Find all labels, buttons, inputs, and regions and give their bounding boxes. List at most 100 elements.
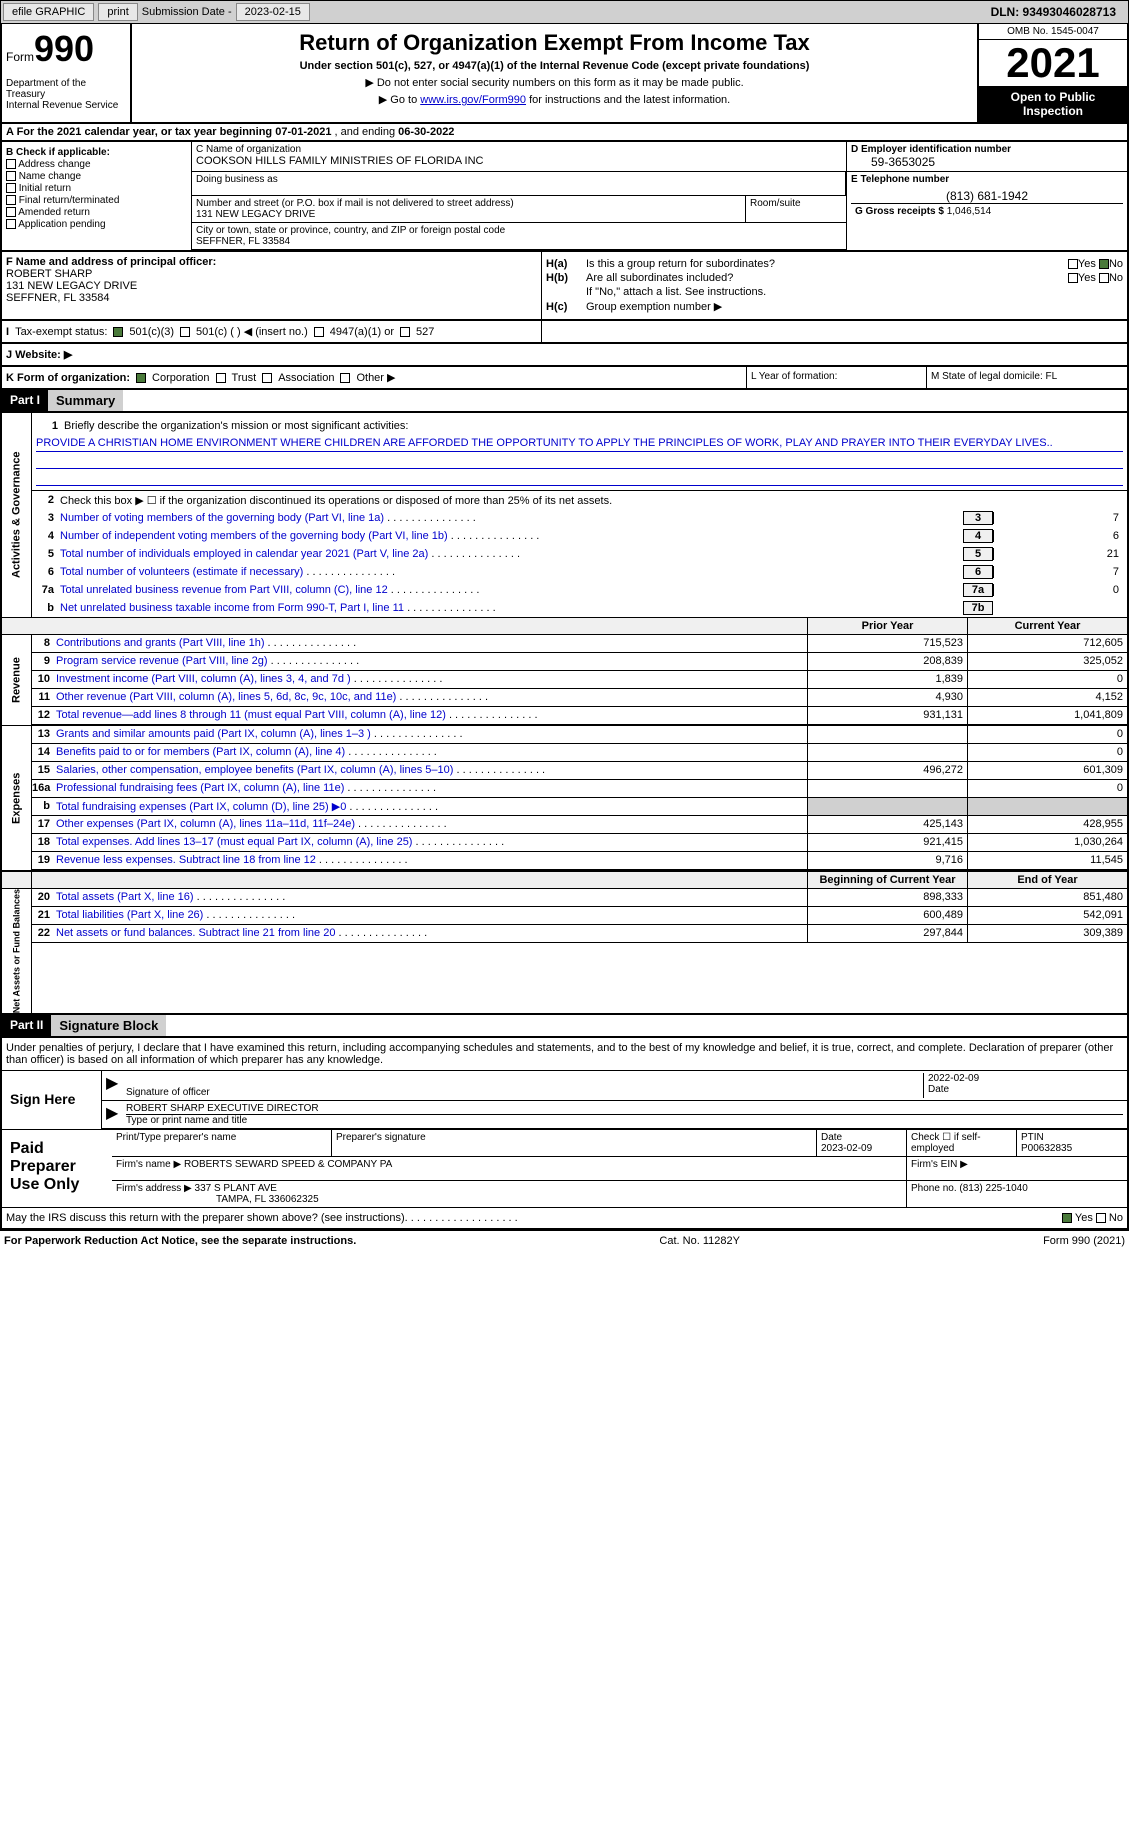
chk-amended[interactable] [6,207,16,217]
side-governance: Activities & Governance [2,413,32,617]
money-line: 9Program service revenue (Part VIII, lin… [32,653,1127,671]
form-note1: ▶ Do not enter social security numbers o… [138,76,971,89]
subdate-value: 2023-02-15 [236,3,310,21]
ha-yes[interactable] [1068,259,1078,269]
prior-current-header: Prior Year Current Year [2,617,1127,635]
col-m: M State of legal domicile: FL [927,367,1127,388]
chk-pending[interactable] [6,219,16,229]
money-line: 21Total liabilities (Part X, line 26)600… [32,907,1127,925]
money-line: 20Total assets (Part X, line 16)898,3338… [32,889,1127,907]
side-netassets: Net Assets or Fund Balances [2,889,32,1013]
chk-final[interactable] [6,195,16,205]
summary-line: 3Number of voting members of the governi… [32,509,1127,527]
hb-yes[interactable] [1068,273,1078,283]
money-line: 10Investment income (Part VIII, column (… [32,671,1127,689]
begin-end-header: Beginning of Current Year End of Year [2,871,1127,889]
signature-block: Under penalties of perjury, I declare th… [0,1038,1129,1230]
chk-501c3[interactable] [113,327,123,337]
discuss-no[interactable] [1096,1213,1106,1223]
form-subtitle: Under section 501(c), 527, or 4947(a)(1)… [138,60,971,72]
chk-other[interactable] [340,373,350,383]
subdate-label: Submission Date - [142,6,232,18]
form-label: Form [6,50,34,64]
money-line: 13Grants and similar amounts paid (Part … [32,726,1127,744]
org-name-label: C Name of organization [196,144,842,155]
form-note2: ▶ Go to www.irs.gov/Form990 for instruct… [138,93,971,106]
gross-receipts: G Gross receipts $ 1,046,514 [851,203,1123,219]
dln: DLN: 93493046028713 [991,5,1126,19]
money-line: 12Total revenue—add lines 8 through 11 (… [32,707,1127,725]
money-line: 22Net assets or fund balances. Subtract … [32,925,1127,943]
chk-corp[interactable] [136,373,146,383]
street-label: Number and street (or P.O. box if mail i… [196,198,741,209]
chk-name[interactable] [6,171,16,181]
city-label: City or town, state or province, country… [196,225,842,236]
money-line: 15Salaries, other compensation, employee… [32,762,1127,780]
discuss-row: May the IRS discuss this return with the… [2,1207,1127,1228]
form-number: 990 [34,28,94,69]
dba-label: Doing business as [192,172,846,196]
summary-line: 4Number of independent voting members of… [32,527,1127,545]
street-value: 131 NEW LEGACY DRIVE [196,209,741,220]
section-bcdefg: B Check if applicable: Address change Na… [0,142,1129,252]
side-expenses: Expenses [2,726,32,870]
mission-text: PROVIDE A CHRISTIAN HOME ENVIRONMENT WHE… [36,435,1123,452]
chk-527[interactable] [400,327,410,337]
tax-year: 2021 [979,40,1127,86]
money-line: 16aProfessional fundraising fees (Part I… [32,780,1127,798]
chk-initial[interactable] [6,183,16,193]
room-label: Room/suite [746,196,846,222]
money-line: 17Other expenses (Part IX, column (A), l… [32,816,1127,834]
phone-value: (813) 681-1942 [851,189,1123,203]
paid-preparer-label: Paid Preparer Use Only [2,1130,112,1207]
part2-header: Part II Signature Block [0,1015,1129,1038]
summary-line: 5Total number of individuals employed in… [32,545,1127,563]
officer-city: SEFFNER, FL 33584 [6,292,537,304]
phone-label: E Telephone number [851,174,949,185]
irs-link[interactable]: www.irs.gov/Form990 [420,94,526,106]
efile-button[interactable]: efile GRAPHIC [3,3,94,21]
ein-label: D Employer identification number [851,144,1011,155]
form-title: Return of Organization Exempt From Incom… [138,30,971,56]
open-to-public: Open to Public Inspection [979,86,1127,122]
money-line: 11Other revenue (Part VIII, column (A), … [32,689,1127,707]
col-l: L Year of formation: [747,367,927,388]
row-klm: K Form of organization: Corporation Trus… [0,367,1129,390]
row-a: A For the 2021 calendar year, or tax yea… [0,124,1129,142]
sign-here-label: Sign Here [2,1071,102,1129]
side-revenue: Revenue [2,635,32,725]
form-header: Form990 Department of the Treasury Inter… [0,24,1129,124]
row-j: J Website: ▶ [0,344,1129,367]
ein-value: 59-3653025 [871,155,1123,169]
hb-no[interactable] [1099,273,1109,283]
summary-line: 7aTotal unrelated business revenue from … [32,581,1127,599]
money-line: 18Total expenses. Add lines 13–17 (must … [32,834,1127,852]
part1-header: Part I Summary [0,390,1129,413]
chk-trust[interactable] [216,373,226,383]
officer-street: 131 NEW LEGACY DRIVE [6,280,537,292]
omb-number: OMB No. 1545-0047 [979,24,1127,40]
chk-address[interactable] [6,159,16,169]
officer-name: ROBERT SHARP [6,268,537,280]
city-value: SEFFNER, FL 33584 [196,236,842,247]
money-line: 19Revenue less expenses. Subtract line 1… [32,852,1127,870]
summary-table: Activities & Governance 1Briefly describ… [0,413,1129,1015]
print-button[interactable]: print [98,3,137,21]
chk-501c[interactable] [180,327,190,337]
chk-assoc[interactable] [262,373,272,383]
money-line: 14Benefits paid to or for members (Part … [32,744,1127,762]
summary-line: 6Total number of volunteers (estimate if… [32,563,1127,581]
top-toolbar: efile GRAPHIC print Submission Date - 20… [0,0,1129,24]
officer-label: F Name and address of principal officer: [6,256,216,268]
chk-4947[interactable] [314,327,324,337]
row-i: I Tax-exempt status: 501(c)(3) 501(c) ( … [0,321,1129,344]
discuss-yes[interactable] [1062,1213,1072,1223]
sig-declaration: Under penalties of perjury, I declare th… [2,1038,1127,1071]
org-name: COOKSON HILLS FAMILY MINISTRIES OF FLORI… [196,155,842,167]
money-line: 8Contributions and grants (Part VIII, li… [32,635,1127,653]
money-line: bTotal fundraising expenses (Part IX, co… [32,798,1127,816]
dept-text: Department of the Treasury Internal Reve… [6,78,126,111]
col-b: B Check if applicable: Address change Na… [2,142,192,250]
ha-no[interactable] [1099,259,1109,269]
section-fh: F Name and address of principal officer:… [0,252,1129,321]
